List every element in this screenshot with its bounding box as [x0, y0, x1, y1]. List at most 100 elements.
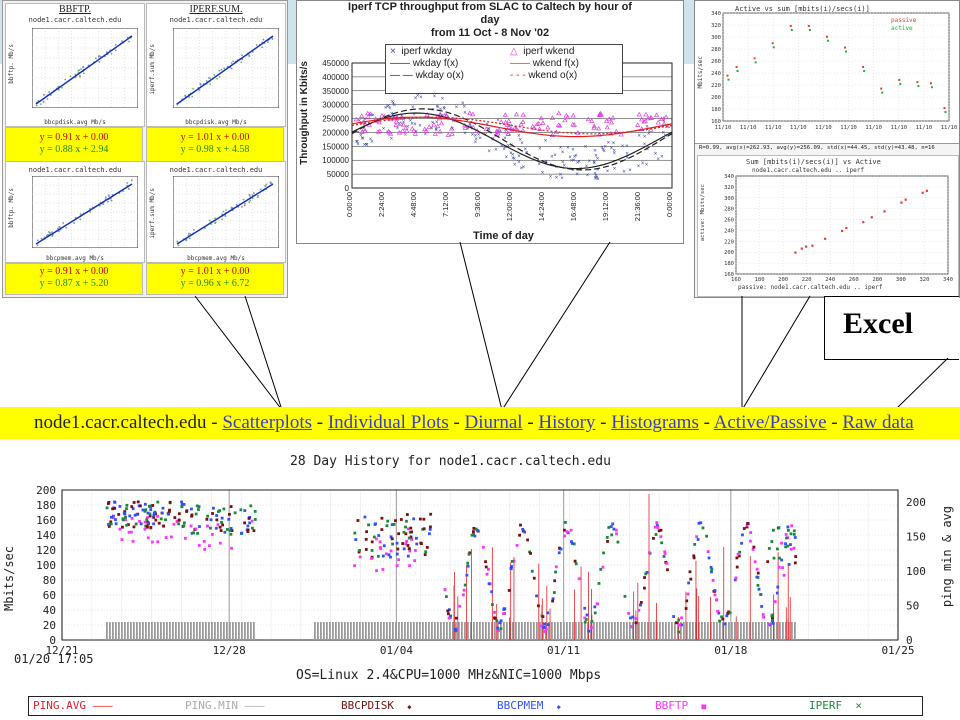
wkday-marker: ×: [455, 105, 459, 111]
iperf-marker: [228, 529, 232, 532]
wkday-marker: ×: [507, 144, 511, 150]
bbcpmem-marker: [107, 523, 110, 526]
scatter-xlabel: bbcpdisk.avg Mb/s: [44, 119, 106, 126]
wkday-marker: ×: [365, 142, 369, 148]
ping-min-bar: [314, 622, 316, 640]
regression-red: y = 0.91 x + 0.00: [39, 132, 109, 143]
x-tick-label: 200: [778, 277, 788, 283]
bbftp-marker: [544, 627, 548, 631]
wkday-marker: ×: [661, 130, 665, 136]
scatter-point: [248, 201, 251, 204]
bbcpmem-marker: [114, 518, 117, 522]
scatter-ylabel: iperf.sum Mb/s: [149, 44, 156, 95]
wkend-marker: [422, 126, 428, 132]
nav-link-scatterplots[interactable]: Scatterplots: [222, 412, 313, 433]
scatter-point: [79, 75, 81, 78]
wkend-marker: [367, 111, 373, 116]
bbftp-marker: [458, 604, 462, 608]
scatter-plot-area: [32, 28, 138, 108]
wkday-marker: ×: [477, 132, 481, 138]
bbcpmem-marker: [570, 540, 573, 544]
legend-wkday-fx: —— wkday f(x): [390, 58, 459, 69]
ping-min-bar: [590, 622, 592, 640]
y-tick-label: 140: [36, 529, 56, 542]
ping-min-bar: [791, 622, 793, 640]
wkday-marker: ×: [396, 126, 400, 132]
bbftp-marker: [630, 625, 634, 628]
bbcpdisk-marker: [132, 525, 136, 529]
iperf-marker: [583, 620, 587, 624]
bbcpmem-marker: [631, 615, 635, 619]
ping-min-bar: [566, 622, 568, 640]
ping-min-bar: [121, 622, 123, 640]
bbcpdisk-marker: [659, 528, 663, 532]
bbcpdisk-marker: [246, 530, 250, 533]
nav-link-active-passive[interactable]: Active/Passive: [713, 412, 827, 433]
bbcpmem-marker: [161, 506, 165, 510]
active-passive-panel[interactable]: Active vs sum [mbits(i)/secs(i)] Mbits/s…: [694, 0, 960, 298]
bbcpdisk-marker: [794, 555, 798, 558]
wkday-marker: ×: [360, 136, 364, 142]
scatter-point: [77, 69, 80, 72]
bbftp-marker: [554, 565, 558, 569]
ping-min-bar: [452, 622, 454, 640]
ping-min-bar: [602, 622, 604, 640]
wkday-marker: ×: [538, 146, 542, 152]
scatterplot-iperf-mem[interactable]: node1.cacr.caltech.edu iperf.sum Mb/s bb…: [146, 161, 286, 263]
x-tick-label: 11/10: [890, 125, 907, 131]
bbcpmem-marker: [229, 527, 233, 530]
wkday-marker: ×: [444, 113, 448, 119]
scatter-xlabel: bbcpmem.avg Mb/s: [46, 255, 104, 262]
nav-link-history[interactable]: History: [538, 412, 596, 433]
scatter-xlabel: bbcpdisk.avg Mb/s: [185, 119, 247, 126]
wkend-marker: [636, 111, 642, 117]
ping-min-bar: [434, 622, 436, 640]
ping-min-bar: [106, 622, 108, 640]
ping-min-bar: [425, 622, 427, 640]
scatter-point: [128, 188, 130, 190]
nav-link-individual-plots[interactable]: Individual Plots: [327, 412, 449, 433]
passive-point: [929, 82, 932, 85]
ping-min-bar: [163, 622, 165, 640]
scatterplot-bbftp-mem[interactable]: node1.cacr.caltech.edu bbftp. Mb/s bbcpm…: [5, 161, 145, 263]
wkday-marker: ×: [562, 164, 566, 170]
scatter-ylabel: bbftp. Mb/s: [8, 44, 15, 84]
nav-link-histograms[interactable]: Histograms: [611, 412, 699, 433]
diurnal-legend: × iperf wkday △ iperf wkend —— wkday f(x…: [385, 44, 623, 94]
bbftp-marker: [789, 547, 793, 551]
scatter-point: [128, 40, 130, 43]
scatter-point: [57, 227, 59, 230]
ping-min-bar: [470, 622, 472, 640]
bbftp-marker: [627, 612, 631, 615]
scatter-point: [47, 231, 50, 233]
iperf-marker: [584, 618, 588, 621]
scatterplot-bbftp-disk[interactable]: BBFTP. node1.cacr.caltech.edu bbftp. Mb/…: [5, 3, 145, 127]
y-tick-label: 100: [36, 559, 56, 572]
diurnal-excel-chart[interactable]: Iperf TCP throughput from SLAC to Caltec…: [296, 0, 684, 244]
wkday-marker: ×: [503, 136, 507, 142]
scatter-point: [262, 38, 265, 41]
scatterplot-iperf-disk[interactable]: IPERF.SUM. node1.cacr.caltech.edu iperf.…: [146, 3, 286, 127]
bbcpmem-marker: [593, 605, 597, 609]
nav-link-raw-data[interactable]: Raw data: [842, 412, 914, 433]
bbftp-marker: [485, 572, 489, 576]
wkday-marker: ×: [361, 137, 365, 143]
bbftp-marker: [206, 524, 209, 528]
bbcpdisk-marker: [484, 560, 487, 564]
nav-link-diurnal[interactable]: Diurnal: [464, 412, 523, 433]
wkend-fx-curve: [351, 116, 673, 138]
wkend-marker: [462, 125, 468, 130]
active-point: [772, 46, 775, 49]
bbcpmem-marker: [760, 605, 764, 608]
bbftp-marker: [749, 539, 752, 543]
wkend-marker: [431, 121, 437, 127]
passive-point: [862, 66, 865, 68]
bbftp-marker: [389, 549, 393, 553]
bbcpdisk-marker: [537, 604, 540, 608]
ping-min-bar: [166, 622, 168, 640]
bbcpmem-marker: [611, 522, 615, 526]
bbcpmem-marker: [198, 525, 201, 528]
wkday-marker: ×: [370, 139, 374, 145]
x-tick-label: 280: [872, 277, 882, 283]
iperf-marker: [386, 519, 390, 523]
